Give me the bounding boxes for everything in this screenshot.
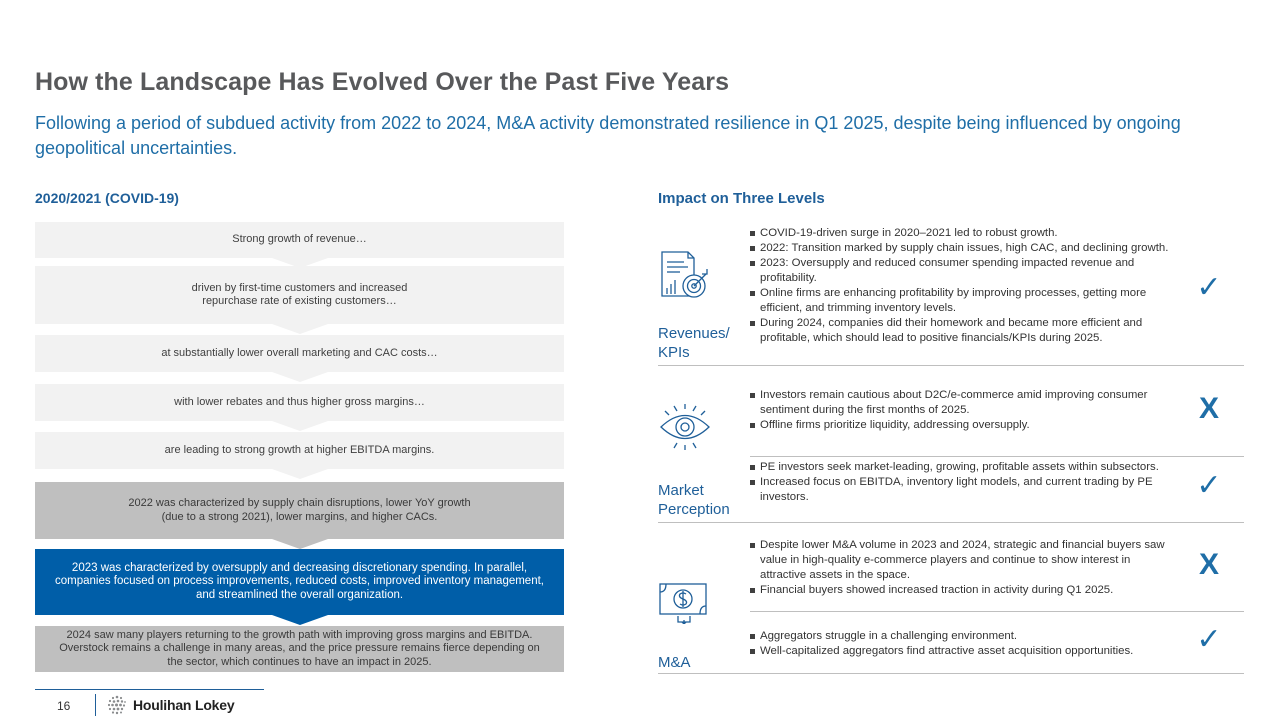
flow-arrow — [271, 372, 328, 382]
flow-box-text: 2022 was characterized by supply chain d… — [128, 497, 471, 523]
level-label-revenues: Revenues/ KPIs — [658, 325, 730, 361]
flow-arrow — [271, 421, 328, 431]
row-divider — [658, 673, 1244, 674]
page-subtitle: Following a period of subdued activity f… — [35, 113, 1181, 158]
bullet-item: Despite lower M&A volume in 2023 and 202… — [750, 538, 1175, 583]
checkmark-icon: ✓ — [1196, 623, 1222, 656]
right-section-header: Impact on Three Levels — [658, 190, 825, 207]
checkmark-icon: ✓ — [1196, 469, 1222, 502]
flow-arrow — [271, 258, 328, 268]
flow-box-text: with lower rebates and thus higher gross… — [174, 395, 425, 408]
checkmark-icon: ✓ — [1196, 271, 1222, 304]
flow-box-text: 2024 saw many players returning to the g… — [59, 628, 540, 668]
money-exchange-icon — [659, 583, 707, 624]
x-mark-icon: X — [1198, 548, 1219, 581]
footer-separator — [95, 694, 96, 716]
flow-arrow — [271, 324, 328, 334]
flow-box-1: Strong growth of revenue… — [35, 222, 564, 258]
report-target-icon — [661, 251, 708, 298]
left-section-header: 2020/2021 (COVID-19) — [35, 190, 179, 206]
bullet-item: During 2024, companies did their homewor… — [750, 316, 1175, 346]
row-divider — [750, 456, 1244, 457]
flow-box-5: are leading to strong growth at higher E… — [35, 432, 564, 469]
bullet-item: Online firms are enhancing profitability… — [750, 286, 1175, 316]
bullet-list-ma-2: Aggregators struggle in a challenging en… — [750, 629, 1175, 659]
flow-arrow — [271, 469, 328, 479]
bullet-item: Offline firms prioritize liquidity, addr… — [750, 418, 1175, 433]
bullet-item: 2022: Transition marked by supply chain … — [750, 241, 1175, 256]
brand-name: Houlihan Lokey — [133, 697, 235, 713]
flow-box-2023: 2023 was characterized by oversupply and… — [35, 549, 564, 615]
level-label-market-perception: Market Perception — [658, 482, 730, 518]
row-divider — [750, 611, 1244, 612]
bullet-item: Investors remain cautious about D2C/e-co… — [750, 388, 1175, 418]
row-divider — [658, 365, 1244, 366]
flow-box-text: 2023 was characterized by oversupply and… — [55, 561, 544, 601]
bullet-item: Financial buyers showed increased tracti… — [750, 583, 1175, 598]
brand-logo-icon — [107, 695, 126, 715]
flow-box-text: driven by first-time customers and incre… — [191, 281, 408, 308]
bullet-item: Well-capitalized aggregators find attrac… — [750, 644, 1175, 659]
footer-rule — [35, 689, 264, 690]
level-label-ma: M&A — [658, 654, 691, 671]
bullet-item: COVID-19-driven surge in 2020–2021 led t… — [750, 226, 1175, 241]
flow-arrow — [271, 539, 328, 549]
eye-icon — [660, 404, 710, 450]
flow-box-text: are leading to strong growth at higher E… — [164, 443, 435, 456]
flow-box-3: at substantially lower overall marketing… — [35, 335, 564, 372]
bullet-list-revenues: COVID-19-driven surge in 2020–2021 led t… — [750, 226, 1175, 346]
row-divider — [658, 522, 1244, 523]
bullet-item: PE investors seek market-leading, growin… — [750, 460, 1175, 475]
page-title: How the Landscape Has Evolved Over the P… — [35, 68, 730, 96]
flow-box-text: at substantially lower overall marketing… — [161, 346, 438, 359]
bullet-item: 2023: Oversupply and reduced consumer sp… — [750, 256, 1175, 286]
flow-box-2: driven by first-time customers and incre… — [35, 266, 564, 324]
bullet-list-ma-1: Despite lower M&A volume in 2023 and 202… — [750, 538, 1175, 598]
flow-box-4: with lower rebates and thus higher gross… — [35, 384, 564, 421]
page-number: 16 — [57, 699, 71, 713]
bullet-item: Aggregators struggle in a challenging en… — [750, 629, 1175, 644]
x-mark-icon: X — [1198, 392, 1219, 425]
flow-arrow — [271, 615, 328, 625]
bullet-list-perception-1: Investors remain cautious about D2C/e-co… — [750, 388, 1175, 433]
flow-box-text: Strong growth of revenue… — [232, 233, 367, 246]
bullet-list-perception-2: PE investors seek market-leading, growin… — [750, 460, 1175, 505]
bullet-item: Increased focus on EBITDA, inventory lig… — [750, 475, 1175, 505]
flow-box-2022: 2022 was characterized by supply chain d… — [35, 482, 564, 539]
flow-box-2024: 2024 saw many players returning to the g… — [35, 626, 564, 672]
